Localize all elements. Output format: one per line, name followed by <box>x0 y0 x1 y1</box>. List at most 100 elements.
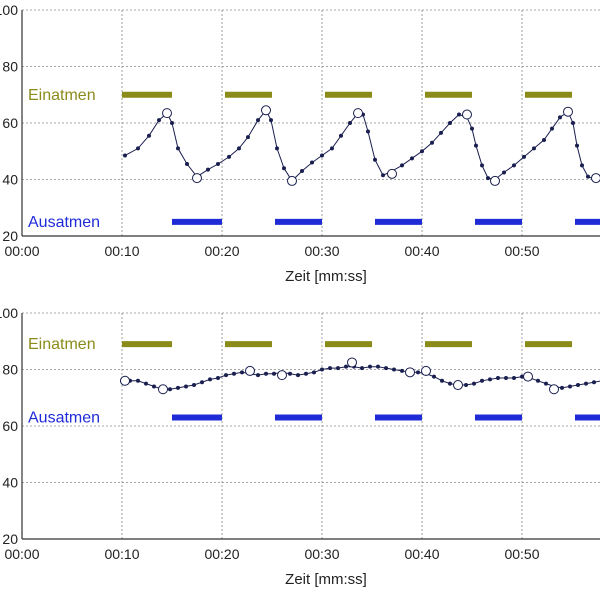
data-point <box>512 375 516 380</box>
data-point <box>568 384 572 389</box>
data-point <box>232 371 236 376</box>
data-point <box>240 370 244 375</box>
data-point <box>580 163 584 168</box>
data-point <box>448 121 452 125</box>
data-point <box>550 126 554 131</box>
data-point <box>586 174 590 179</box>
data-point <box>504 375 508 380</box>
extremum-marker <box>405 367 415 378</box>
data-point <box>344 364 348 369</box>
data-point <box>480 378 484 383</box>
data-point <box>264 371 268 376</box>
data-point <box>348 121 352 125</box>
data-point <box>373 157 377 162</box>
data-point <box>256 118 260 123</box>
data-point <box>269 118 273 123</box>
data-point <box>304 371 308 376</box>
data-point <box>136 378 140 383</box>
data-point <box>376 364 380 369</box>
extremum-marker <box>162 108 172 119</box>
data-point <box>275 146 279 151</box>
data-point <box>206 167 210 172</box>
chart-top: 20 40 60 80 100 00:00 00:10 00:20 00:30 00:40 00:5… <box>0 2 600 285</box>
y-tick-label: 60 <box>2 418 18 434</box>
extremum-marker <box>387 168 397 179</box>
extremum-marker <box>287 175 297 186</box>
data-point <box>360 366 364 371</box>
data-point <box>176 385 180 390</box>
data-point <box>216 161 220 166</box>
data-point <box>312 370 316 375</box>
x-tick-label: 00:50 <box>504 546 539 562</box>
data-point <box>474 143 478 148</box>
data-point <box>457 112 461 117</box>
extremum-marker <box>523 371 533 382</box>
data-point <box>176 146 180 151</box>
extremum-marker <box>158 384 168 395</box>
chart-bottom: 20 40 60 80 100 00:00 00:10 00:20 00:30 00:40 00:5… <box>0 305 600 588</box>
data-point <box>486 176 490 181</box>
y-tick-label: 80 <box>2 59 18 75</box>
y-tick-label: 80 <box>2 362 18 378</box>
data-point <box>532 146 536 151</box>
data-point <box>366 129 370 134</box>
data-point <box>296 373 300 378</box>
x-tick-label: 00:20 <box>204 243 239 259</box>
data-point <box>512 163 516 168</box>
data-point <box>144 381 148 386</box>
x-tick-label: 00:20 <box>204 546 239 562</box>
data-point <box>542 137 546 142</box>
data-point <box>400 368 404 373</box>
data-point <box>300 169 304 174</box>
data-point <box>536 378 540 383</box>
extremum-marker <box>353 108 363 119</box>
data-point <box>584 381 588 386</box>
data-point <box>216 375 220 380</box>
extremum-marker <box>120 375 130 386</box>
x-tick-label: 00:30 <box>304 546 339 562</box>
data-point <box>368 364 372 369</box>
y-tick-label: 100 <box>0 305 18 321</box>
data-point <box>502 170 506 175</box>
x-axis-label: Zeit [mm:ss] <box>285 571 367 588</box>
x-tick-label: 00:50 <box>504 243 539 259</box>
data-point <box>336 366 340 371</box>
x-tick-label: 00:40 <box>404 243 439 259</box>
x-axis-label: Zeit [mm:ss] <box>285 268 367 285</box>
data-point <box>170 121 174 125</box>
data-point <box>246 135 250 140</box>
data-point <box>320 367 324 372</box>
x-tick-label: 00:00 <box>4 546 39 562</box>
data-point <box>208 377 212 382</box>
data-point <box>123 153 127 158</box>
data-point <box>147 133 151 138</box>
data-point <box>576 383 580 388</box>
exhale-label: Ausatmen <box>28 410 100 427</box>
data-point <box>185 161 189 166</box>
x-tick-label: 00:10 <box>104 546 139 562</box>
inhale-label: Einatmen <box>28 87 96 104</box>
data-point <box>200 380 204 385</box>
data-point <box>381 173 385 178</box>
extremum-marker <box>453 380 463 391</box>
data-point <box>472 381 476 386</box>
data-point <box>152 384 156 389</box>
data-point <box>416 370 420 375</box>
extremum-marker <box>549 384 559 395</box>
data-point <box>440 378 444 383</box>
data-point <box>400 163 404 168</box>
data-point <box>558 115 562 120</box>
data-point <box>496 375 500 380</box>
extremum-marker <box>277 370 287 381</box>
data-point <box>410 156 414 161</box>
extremum-marker <box>563 106 573 117</box>
data-point <box>339 133 343 138</box>
y-tick-label: 60 <box>2 115 18 131</box>
data-point <box>168 387 172 392</box>
data-point <box>310 160 314 165</box>
y-tick-label: 40 <box>2 475 18 491</box>
y-tick-label: 20 <box>2 228 18 244</box>
extremum-marker <box>421 365 431 376</box>
data-point <box>544 381 548 386</box>
